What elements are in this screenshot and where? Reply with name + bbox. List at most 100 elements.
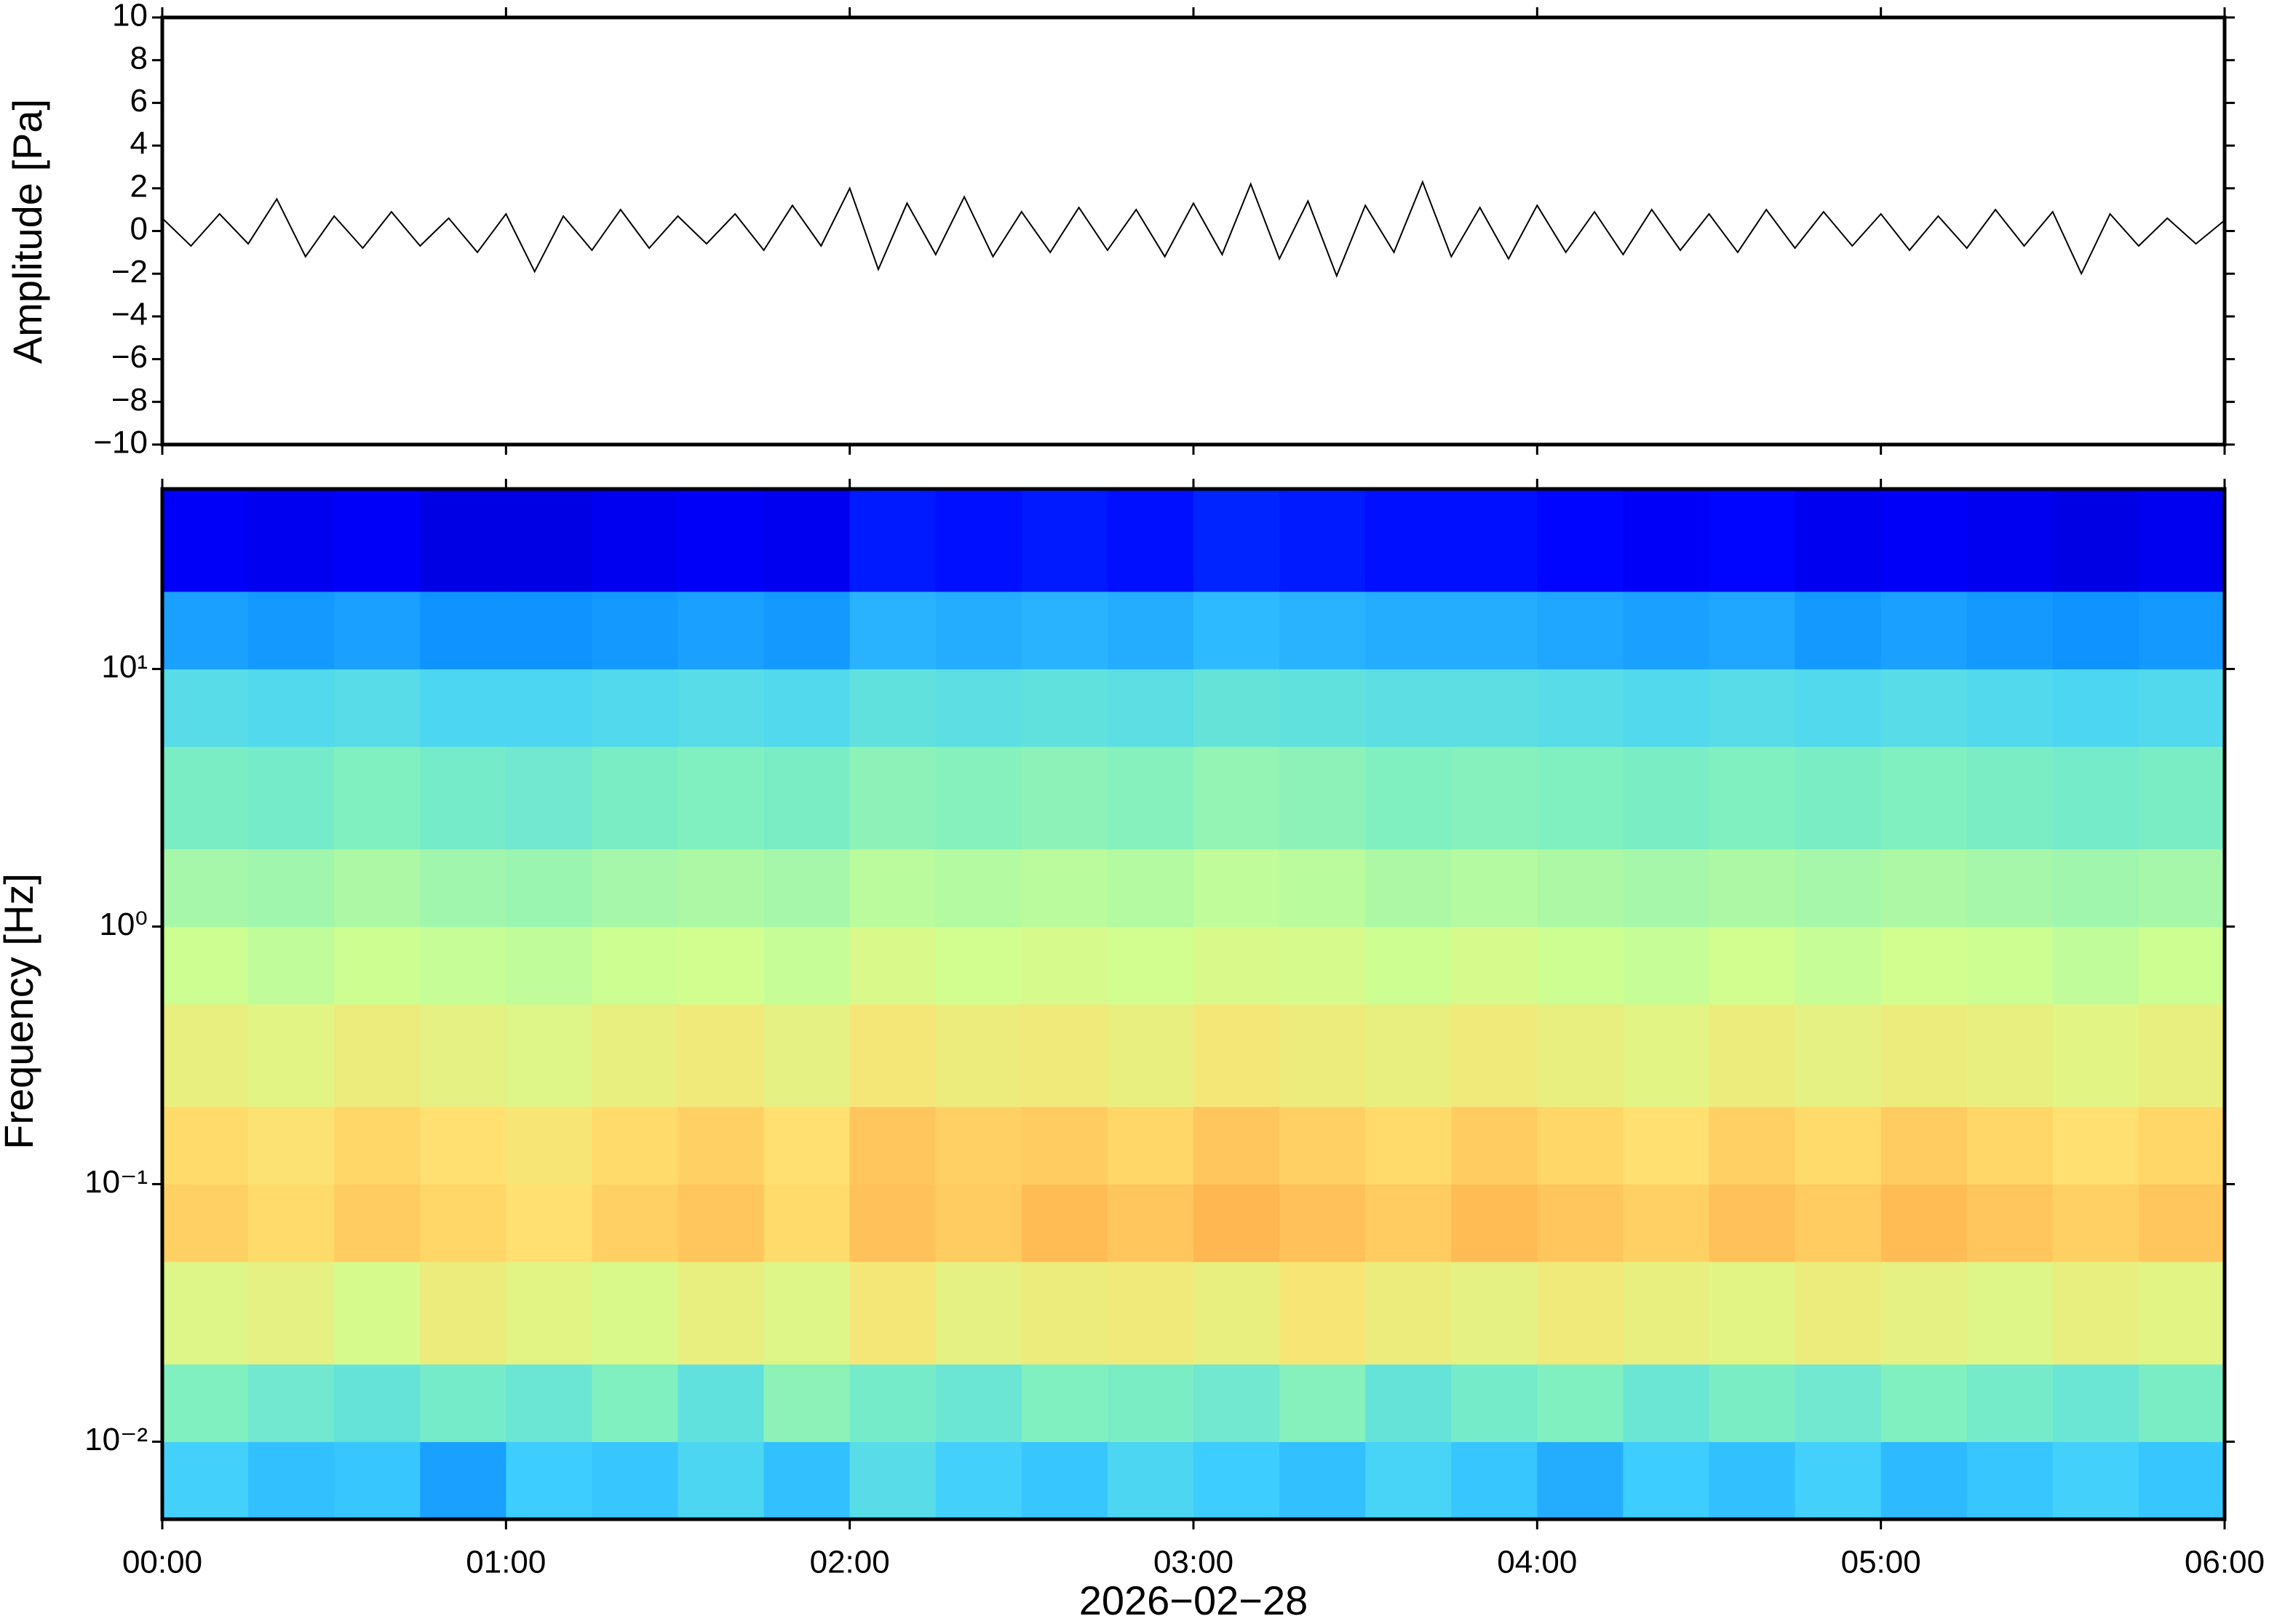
- y-tick-label: −2: [111, 254, 148, 290]
- heat-cell: [1193, 591, 1280, 669]
- heat-cell: [935, 1262, 1022, 1365]
- x-tick-label: 05:00: [1841, 1545, 1921, 1580]
- heat-cell: [1880, 1262, 1968, 1365]
- heat-cell: [420, 489, 506, 592]
- heat-cell: [1537, 1106, 1624, 1185]
- heat-cell: [1966, 669, 2054, 747]
- heat-cell: [2052, 747, 2139, 850]
- heat-cell: [1107, 926, 1194, 1005]
- heat-cell: [1451, 926, 1538, 1005]
- heat-cell: [1623, 1106, 1709, 1185]
- heat-cell: [849, 669, 937, 747]
- heat-cell: [248, 1262, 335, 1365]
- heat-cell: [1709, 591, 1796, 669]
- heat-cell: [506, 848, 592, 927]
- heat-cell: [248, 591, 335, 669]
- x-tick-label: 01:00: [466, 1545, 546, 1580]
- heat-cell: [677, 489, 765, 592]
- heat-cell: [1021, 1364, 1108, 1442]
- y-tick-label: 0: [130, 211, 148, 247]
- heat-cell: [1107, 747, 1194, 850]
- heat-cell: [420, 1184, 506, 1262]
- heat-cell: [763, 1004, 851, 1107]
- heat-cell: [506, 489, 592, 592]
- heat-cell: [506, 1106, 592, 1185]
- heat-cell: [506, 1262, 592, 1365]
- y-tick-label: −6: [111, 339, 148, 375]
- heat-cell: [2138, 669, 2225, 747]
- heat-cell: [1880, 1364, 1968, 1442]
- heat-cell: [506, 591, 592, 669]
- heat-cell: [1795, 489, 1882, 592]
- heat-cell: [1623, 1004, 1709, 1107]
- heat-cell: [248, 1106, 335, 1185]
- heat-cell: [2138, 1262, 2225, 1365]
- heat-cell: [1966, 848, 2054, 927]
- heat-cell: [1279, 1106, 1366, 1185]
- heat-cell: [1365, 1004, 1452, 1107]
- heat-cell: [1365, 848, 1452, 927]
- heat-cell: [1365, 1184, 1452, 1262]
- heat-cell: [849, 591, 937, 669]
- heat-cell: [1107, 1106, 1194, 1185]
- heat-cell: [1021, 848, 1108, 927]
- heat-cell: [935, 591, 1022, 669]
- heat-cell: [1365, 747, 1452, 850]
- heat-cell: [506, 1004, 592, 1107]
- heat-cell: [1880, 926, 1968, 1005]
- heat-cell: [2052, 926, 2139, 1005]
- heat-cell: [1709, 848, 1796, 927]
- heat-cell: [1623, 926, 1709, 1005]
- heat-cell: [506, 1441, 592, 1520]
- heat-cell: [2052, 848, 2139, 927]
- heat-cell: [1880, 1184, 1968, 1262]
- heat-cell: [1193, 747, 1280, 850]
- heat-cell: [1709, 747, 1796, 850]
- heat-cell: [420, 926, 506, 1005]
- heat-cell: [2138, 926, 2225, 1005]
- heat-cell: [248, 1184, 335, 1262]
- heat-cell: [2052, 1106, 2139, 1185]
- heat-cell: [1795, 1184, 1882, 1262]
- heat-cell: [1623, 848, 1709, 927]
- heat-cell: [592, 489, 678, 592]
- y-tick-label: 8: [130, 40, 148, 76]
- heat-cell: [248, 669, 335, 747]
- heat-cell: [1365, 669, 1452, 747]
- heat-cell: [420, 1106, 506, 1185]
- heat-cell: [1966, 747, 2054, 850]
- heat-cell: [334, 747, 421, 850]
- heat-cell: [1880, 1004, 1968, 1107]
- heat-cell: [1193, 1262, 1280, 1365]
- heat-cell: [677, 669, 765, 747]
- x-axis-label: 2026−02−28: [1079, 1577, 1308, 1623]
- plot-frame: [160, 15, 2227, 447]
- heat-cell: [1795, 669, 1882, 747]
- heat-cell: [420, 591, 506, 669]
- heat-cell: [2138, 1004, 2225, 1107]
- heat-cell: [1451, 1441, 1538, 1520]
- heat-cell: [1880, 1106, 1968, 1185]
- heat-cell: [1880, 669, 1968, 747]
- heat-cell: [1537, 669, 1624, 747]
- heat-cell: [1107, 489, 1194, 592]
- heat-cell: [1966, 1262, 2054, 1365]
- heat-cell: [592, 1441, 678, 1520]
- heat-cell: [2052, 489, 2139, 592]
- heat-cell: [2052, 1262, 2139, 1365]
- heat-cell: [935, 848, 1022, 927]
- heat-cell: [420, 1441, 506, 1520]
- heat-cell: [763, 1364, 851, 1442]
- heat-cell: [1107, 1364, 1194, 1442]
- heat-cell: [2138, 1106, 2225, 1185]
- heat-cell: [1537, 1364, 1624, 1442]
- heat-cell: [849, 926, 937, 1005]
- heat-cell: [1107, 1184, 1194, 1262]
- heat-cell: [2052, 591, 2139, 669]
- heat-cell: [334, 1184, 421, 1262]
- heat-cell: [2052, 1004, 2139, 1107]
- heat-cell: [763, 848, 851, 927]
- heat-cell: [162, 591, 249, 669]
- heat-cell: [1451, 1004, 1538, 1107]
- heat-cell: [1021, 1106, 1108, 1185]
